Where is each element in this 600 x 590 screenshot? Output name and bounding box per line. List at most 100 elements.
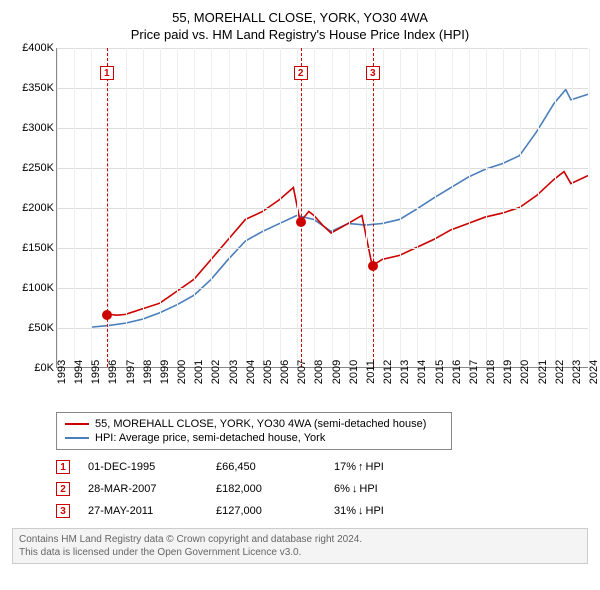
legend-label: 55, MOREHALL CLOSE, YORK, YO30 4WA (semi…: [95, 418, 426, 430]
v-gridline: [520, 48, 521, 367]
y-tick-label: £250K: [22, 162, 54, 174]
footer-line1: Contains HM Land Registry data © Crown c…: [19, 533, 581, 546]
y-tick-label: £0K: [34, 362, 54, 374]
legend-item: HPI: Average price, semi-detached house,…: [65, 431, 443, 445]
v-gridline: [417, 48, 418, 367]
legend-swatch: [65, 423, 89, 425]
legend: 55, MOREHALL CLOSE, YORK, YO30 4WA (semi…: [56, 412, 452, 450]
x-tick-label: 2023: [571, 360, 583, 384]
h-gridline: [57, 208, 588, 209]
event-date: 28-MAR-2007: [88, 483, 198, 495]
title-subtitle: Price paid vs. HM Land Registry's House …: [12, 27, 588, 42]
marker-number-box: 1: [100, 66, 114, 80]
v-gridline: [572, 48, 573, 367]
legend-item: 55, MOREHALL CLOSE, YORK, YO30 4WA (semi…: [65, 417, 443, 431]
v-gridline: [314, 48, 315, 367]
marker-dot: [368, 261, 378, 271]
x-tick-label: 2000: [176, 360, 188, 384]
v-gridline: [555, 48, 556, 367]
title-block: 55, MOREHALL CLOSE, YORK, YO30 4WA Price…: [12, 10, 588, 42]
title-address: 55, MOREHALL CLOSE, YORK, YO30 4WA: [12, 10, 588, 25]
x-tick-label: 1994: [73, 360, 85, 384]
v-gridline: [194, 48, 195, 367]
y-tick-label: £300K: [22, 122, 54, 134]
x-tick-label: 2009: [331, 360, 343, 384]
event-delta: 17% ↑ HPI: [334, 461, 384, 473]
event-delta: 31% ↓ HPI: [334, 505, 384, 517]
chart-container: 55, MOREHALL CLOSE, YORK, YO30 4WA Price…: [0, 0, 600, 590]
x-tick-label: 2001: [193, 360, 205, 384]
v-gridline: [229, 48, 230, 367]
x-tick-label: 2006: [279, 360, 291, 384]
event-delta: 6% ↓ HPI: [334, 483, 378, 495]
event-row: 3 27-MAY-2011 £127,000 31% ↓ HPI: [56, 500, 588, 522]
x-tick-label: 2012: [382, 360, 394, 384]
y-tick-label: £200K: [22, 202, 54, 214]
event-delta-pct: 6%: [334, 483, 350, 495]
arrow-up-icon: ↑: [358, 461, 364, 473]
x-tick-label: 2024: [588, 360, 600, 384]
footer-line2: This data is licensed under the Open Gov…: [19, 546, 581, 559]
v-gridline: [280, 48, 281, 367]
v-gridline: [349, 48, 350, 367]
v-gridline: [366, 48, 367, 367]
x-tick-label: 2003: [228, 360, 240, 384]
h-gridline: [57, 248, 588, 249]
x-tick-label: 2007: [296, 360, 308, 384]
arrow-down-icon: ↓: [352, 483, 358, 495]
event-marker-box: 2: [56, 482, 70, 496]
x-tick-label: 1997: [125, 360, 137, 384]
x-tick-label: 2019: [502, 360, 514, 384]
x-tick-label: 2017: [468, 360, 480, 384]
y-axis: £0K£50K£100K£150K£200K£250K£300K£350K£40…: [12, 48, 56, 368]
event-row: 228-MAR-2007£182,0006% ↓ HPI: [56, 478, 588, 500]
x-tick-label: 2013: [399, 360, 411, 384]
y-tick-label: £50K: [28, 322, 54, 334]
event-price: £127,000: [216, 505, 316, 517]
x-tick-label: 1998: [142, 360, 154, 384]
x-tick-label: 1995: [90, 360, 102, 384]
v-gridline: [452, 48, 453, 367]
h-gridline: [57, 128, 588, 129]
h-gridline: [57, 168, 588, 169]
v-gridline: [263, 48, 264, 367]
x-tick-label: 2002: [210, 360, 222, 384]
h-gridline: [57, 88, 588, 89]
event-delta-vs: HPI: [366, 505, 384, 517]
v-gridline: [589, 48, 590, 367]
legend-swatch: [65, 437, 89, 439]
x-tick-label: 2022: [554, 360, 566, 384]
x-tick-label: 2014: [416, 360, 428, 384]
x-tick-label: 1993: [56, 360, 68, 384]
event-marker-box: 3: [56, 504, 70, 518]
v-gridline: [469, 48, 470, 367]
marker-line: [301, 48, 302, 367]
x-tick-label: 2004: [245, 360, 257, 384]
x-tick-label: 2016: [451, 360, 463, 384]
arrow-down-icon: ↓: [358, 505, 364, 517]
x-tick-label: 2018: [485, 360, 497, 384]
event-price: £66,450: [216, 461, 316, 473]
marker-number-box: 2: [294, 66, 308, 80]
v-gridline: [486, 48, 487, 367]
events-table: 101-DEC-1995£66,45017% ↑ HPI228-MAR-2007…: [56, 456, 588, 522]
v-gridline: [160, 48, 161, 367]
x-tick-label: 2005: [262, 360, 274, 384]
event-date: 27-MAY-2011: [88, 505, 198, 517]
event-delta-pct: 31%: [334, 505, 356, 517]
v-gridline: [332, 48, 333, 367]
v-gridline: [246, 48, 247, 367]
event-delta-pct: 17%: [334, 461, 356, 473]
v-gridline: [435, 48, 436, 367]
h-gridline: [57, 288, 588, 289]
event-marker-box: 1: [56, 460, 70, 474]
v-gridline: [211, 48, 212, 367]
h-gridline: [57, 48, 588, 49]
x-tick-label: 2010: [348, 360, 360, 384]
marker-dot: [102, 310, 112, 320]
v-gridline: [297, 48, 298, 367]
y-tick-label: £150K: [22, 242, 54, 254]
v-gridline: [143, 48, 144, 367]
legend-label: HPI: Average price, semi-detached house,…: [95, 432, 325, 444]
x-tick-label: 2008: [313, 360, 325, 384]
